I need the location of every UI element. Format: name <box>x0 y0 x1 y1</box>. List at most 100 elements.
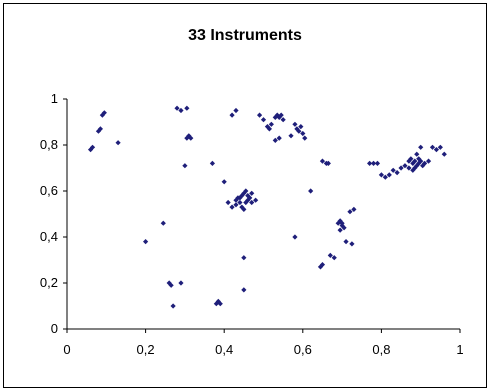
data-point <box>339 220 345 226</box>
data-point <box>101 110 107 116</box>
data-point <box>410 160 416 166</box>
data-point <box>394 170 400 176</box>
data-point <box>229 204 235 210</box>
chart-frame <box>3 3 487 388</box>
data-point <box>233 107 239 114</box>
data-point <box>429 144 436 150</box>
data-point <box>256 112 263 118</box>
data-point <box>382 174 388 180</box>
data-point <box>416 156 422 162</box>
data-point <box>225 199 231 206</box>
x-tick-label: 0,4 <box>215 342 233 357</box>
y-tick-label: 0,6 <box>40 183 58 198</box>
y-tick-label: 0,8 <box>40 137 58 152</box>
data-point <box>420 163 426 169</box>
y-tick-label: 0 <box>51 321 58 336</box>
data-point <box>302 135 308 141</box>
x-tick-label: 0,8 <box>372 342 390 357</box>
data-point <box>235 195 241 201</box>
data-point <box>378 172 384 178</box>
data-point <box>239 204 245 210</box>
data-point <box>433 147 440 153</box>
data-point <box>386 172 392 178</box>
y-tick-label: 0,4 <box>40 229 58 244</box>
data-point <box>341 225 347 231</box>
data-point <box>398 165 404 171</box>
data-point <box>298 124 304 130</box>
data-point <box>374 160 381 166</box>
data-point <box>243 199 249 206</box>
data-point <box>272 137 278 143</box>
data-point <box>276 114 282 120</box>
data-point <box>280 117 286 123</box>
data-point <box>390 167 396 173</box>
data-point <box>402 163 408 169</box>
x-tick-label: 0,6 <box>294 342 312 357</box>
data-point <box>170 303 176 309</box>
data-point <box>292 121 298 127</box>
data-point <box>349 241 355 247</box>
data-point <box>288 133 294 139</box>
data-point <box>249 190 255 196</box>
data-point <box>347 209 353 215</box>
data-point <box>272 114 278 120</box>
data-point <box>425 158 432 164</box>
data-point <box>217 301 223 307</box>
data-point <box>253 197 259 203</box>
data-point <box>408 156 414 162</box>
data-point <box>160 220 166 226</box>
data-point <box>115 140 121 146</box>
data-point <box>319 262 326 268</box>
chart-title: 33 Instruments <box>188 27 302 44</box>
data-point <box>294 126 300 132</box>
data-point <box>260 117 267 123</box>
data-point <box>416 160 422 166</box>
data-point <box>370 160 377 166</box>
data-point <box>319 158 326 164</box>
data-point <box>300 130 306 137</box>
data-point <box>331 255 337 261</box>
data-point <box>237 199 243 206</box>
data-point <box>215 298 221 304</box>
data-point <box>437 144 443 150</box>
data-point <box>182 163 188 169</box>
data-point <box>418 158 424 164</box>
data-point <box>308 188 314 194</box>
data-point <box>221 179 227 185</box>
data-point <box>317 264 324 270</box>
data-point <box>241 255 247 261</box>
plot-area: 0 0,2 0,4 0,6 0,8 1 0 0,2 0,4 0,6 0,8 1 <box>40 91 464 357</box>
data-point <box>209 160 216 166</box>
data-point <box>243 188 249 194</box>
data-point <box>441 151 447 157</box>
data-point <box>327 252 333 258</box>
data-point <box>412 158 418 164</box>
data-point <box>422 160 428 166</box>
data-point <box>410 167 416 173</box>
data-point <box>249 199 255 206</box>
data-point <box>178 280 184 286</box>
data-point <box>414 163 420 169</box>
data-point <box>97 126 104 132</box>
data-point <box>266 126 272 132</box>
data-point <box>296 128 302 134</box>
data-point <box>406 165 412 171</box>
data-point <box>143 239 149 245</box>
y-tick-label: 0,2 <box>40 275 58 290</box>
data-point <box>343 239 349 245</box>
data-point <box>418 144 424 150</box>
data-point <box>174 105 180 111</box>
data-point <box>351 206 357 212</box>
data-point <box>89 144 96 150</box>
data-point <box>241 287 247 293</box>
x-tick-label: 0 <box>63 342 70 357</box>
data-point <box>414 151 420 157</box>
data-point <box>337 227 343 233</box>
data-point <box>325 160 331 166</box>
data-point <box>276 135 282 141</box>
data-point <box>87 147 94 153</box>
data-point <box>188 135 194 141</box>
data-point <box>229 112 235 118</box>
data-point <box>178 107 184 114</box>
